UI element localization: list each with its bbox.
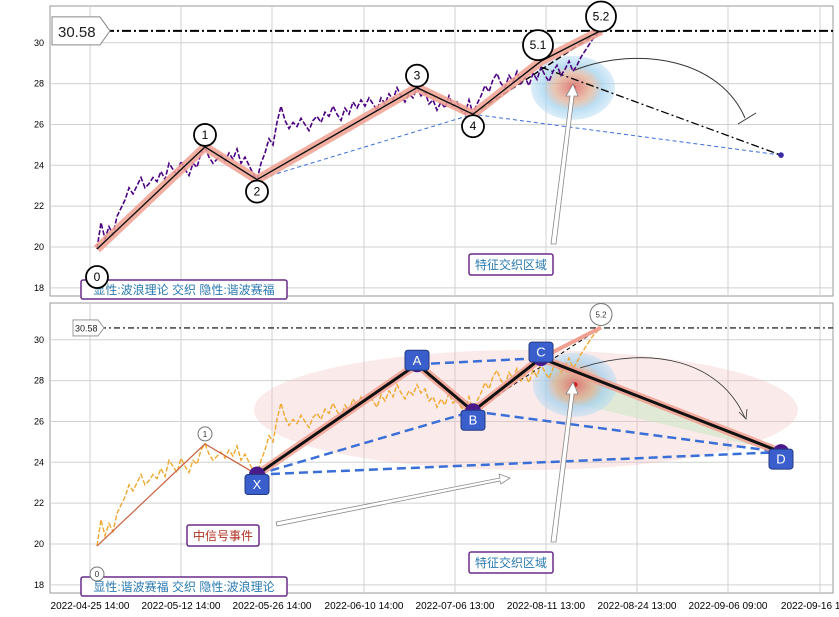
top-legend-label-box — [80, 279, 288, 300]
feature-zone-label-box — [468, 551, 554, 574]
y-tick-label: 28 — [34, 79, 44, 89]
y-tick-label: 24 — [34, 160, 44, 170]
wave-label-circle — [589, 303, 613, 327]
harmonic-label-box — [244, 474, 270, 496]
wave-label: 2 — [254, 185, 261, 199]
signal-pointer-arrow — [275, 473, 511, 527]
y-tick-label: 24 — [34, 457, 44, 467]
x-tick-label: 2022-08-11 13:00 — [507, 601, 586, 612]
harmonic-xb-line — [256, 410, 474, 476]
wave-label: 5.1 — [530, 38, 547, 52]
wave-label-circle — [85, 265, 109, 289]
bottom-harmonic-markers: 0 1 5.2 X A B C D — [89, 303, 794, 582]
harmonic-ac-line — [416, 356, 542, 366]
y-tick-label: 30 — [34, 335, 44, 345]
x-axis: 2022-04-25 14:00 2022-05-12 14:00 2022-05-… — [51, 601, 839, 612]
harmonic-label: B — [469, 413, 478, 428]
bottom-y-axis: 18 20 22 24 26 28 30 — [34, 335, 44, 590]
wave-label: 0 — [94, 270, 101, 284]
y-tick-label: 22 — [34, 201, 44, 211]
wave-label-circle — [89, 566, 105, 582]
y-tick-label: 20 — [34, 242, 44, 252]
x-tick-label: 2022-09-16 11:00 — [781, 601, 839, 612]
top-grid — [50, 6, 833, 296]
price-level-flag — [72, 319, 105, 337]
x-tick-label: 2022-04-25 14:00 — [51, 601, 130, 612]
y-tick-label: 28 — [34, 376, 44, 386]
top-plot-frame — [49, 5, 834, 297]
y-tick-label: 18 — [34, 580, 44, 590]
wave-line — [96, 29, 602, 250]
wave-label: 1 — [203, 430, 208, 439]
harmonic-label-box — [528, 341, 554, 363]
curved-arrow — [579, 357, 746, 419]
channel-line — [472, 327, 602, 412]
wave-label: 0 — [95, 570, 100, 579]
wave-label: 4 — [470, 119, 477, 133]
y-tick-label: 26 — [34, 416, 44, 426]
wave-label-circle — [245, 179, 269, 204]
y-tick-label: 30 — [34, 38, 44, 48]
feature-zone-label: 特征交织区域 — [475, 257, 547, 272]
top-legend-label: 显性:波浪理论 交织 隐性:谐波赛福 — [93, 282, 274, 297]
harmonic-label: X — [253, 477, 262, 492]
bottom-legend-label: 显性:谐波赛福 交织 隐性:波浪理论 — [93, 579, 274, 594]
target-point — [778, 152, 784, 158]
harmonic-label-box — [460, 409, 486, 431]
feature-zone-label-box — [468, 253, 554, 276]
harmonic-bd-line — [472, 410, 782, 454]
y-tick-label: 26 — [34, 119, 44, 129]
harmonic-label-box — [404, 349, 430, 371]
zone-pointer-arrow — [550, 83, 579, 245]
price-level-flag — [51, 16, 111, 46]
y-tick-label: 20 — [34, 539, 44, 549]
y-tick-label: 18 — [34, 283, 44, 293]
wave-label-circle — [405, 63, 429, 88]
x-tick-label: 2022-05-26 14:00 — [233, 601, 312, 612]
price-level-label: 30.58 — [75, 323, 98, 333]
x-tick-label: 2022-09-06 09:00 — [689, 601, 768, 612]
wave-label-circle — [585, 0, 617, 33]
x-tick-label: 2022-06-10 14:00 — [325, 601, 404, 612]
price-line — [96, 29, 602, 250]
zone-pointer-arrow — [550, 381, 579, 543]
arrow-head — [738, 408, 748, 420]
harmonic-label: C — [536, 345, 545, 360]
wave-label-circle — [461, 114, 485, 139]
wave-label-circle — [197, 426, 213, 442]
harmonic-label-box — [768, 448, 794, 470]
signal-event-label: 中信号事件 — [193, 528, 253, 543]
harmonic-label: A — [413, 353, 422, 368]
price-level-label: 30.58 — [58, 24, 96, 41]
wave-label: 5.2 — [595, 311, 607, 320]
bottom-legend-label-box — [80, 576, 288, 597]
top-y-axis: 18 20 22 24 26 28 30 — [34, 38, 44, 293]
signal-event-label-box — [186, 524, 260, 547]
feature-zone-label: 特征交织区域 — [475, 555, 547, 570]
wave-label: 1 — [202, 128, 209, 142]
harmonic-label: D — [776, 452, 785, 467]
x-tick-label: 2022-05-12 14:00 — [142, 601, 221, 612]
top-price-series — [96, 29, 602, 250]
wave-label-circle — [193, 123, 217, 147]
wave-label: 5.2 — [593, 10, 610, 24]
arrow-head — [737, 112, 757, 125]
curved-arrow — [574, 57, 746, 119]
wave-label-circle — [522, 29, 554, 62]
wave-line — [96, 443, 258, 547]
target-projection-line — [540, 66, 782, 156]
y-tick-label: 22 — [34, 498, 44, 508]
wave-label: 3 — [414, 69, 421, 83]
x-tick-label: 2022-08-24 13:00 — [598, 601, 677, 612]
top-wave-markers: 0 1 2 3 4 5.1 5.2 — [85, 0, 617, 289]
x-tick-label: 2022-07-06 13:00 — [416, 601, 495, 612]
harmonic-xd-line — [256, 450, 782, 476]
